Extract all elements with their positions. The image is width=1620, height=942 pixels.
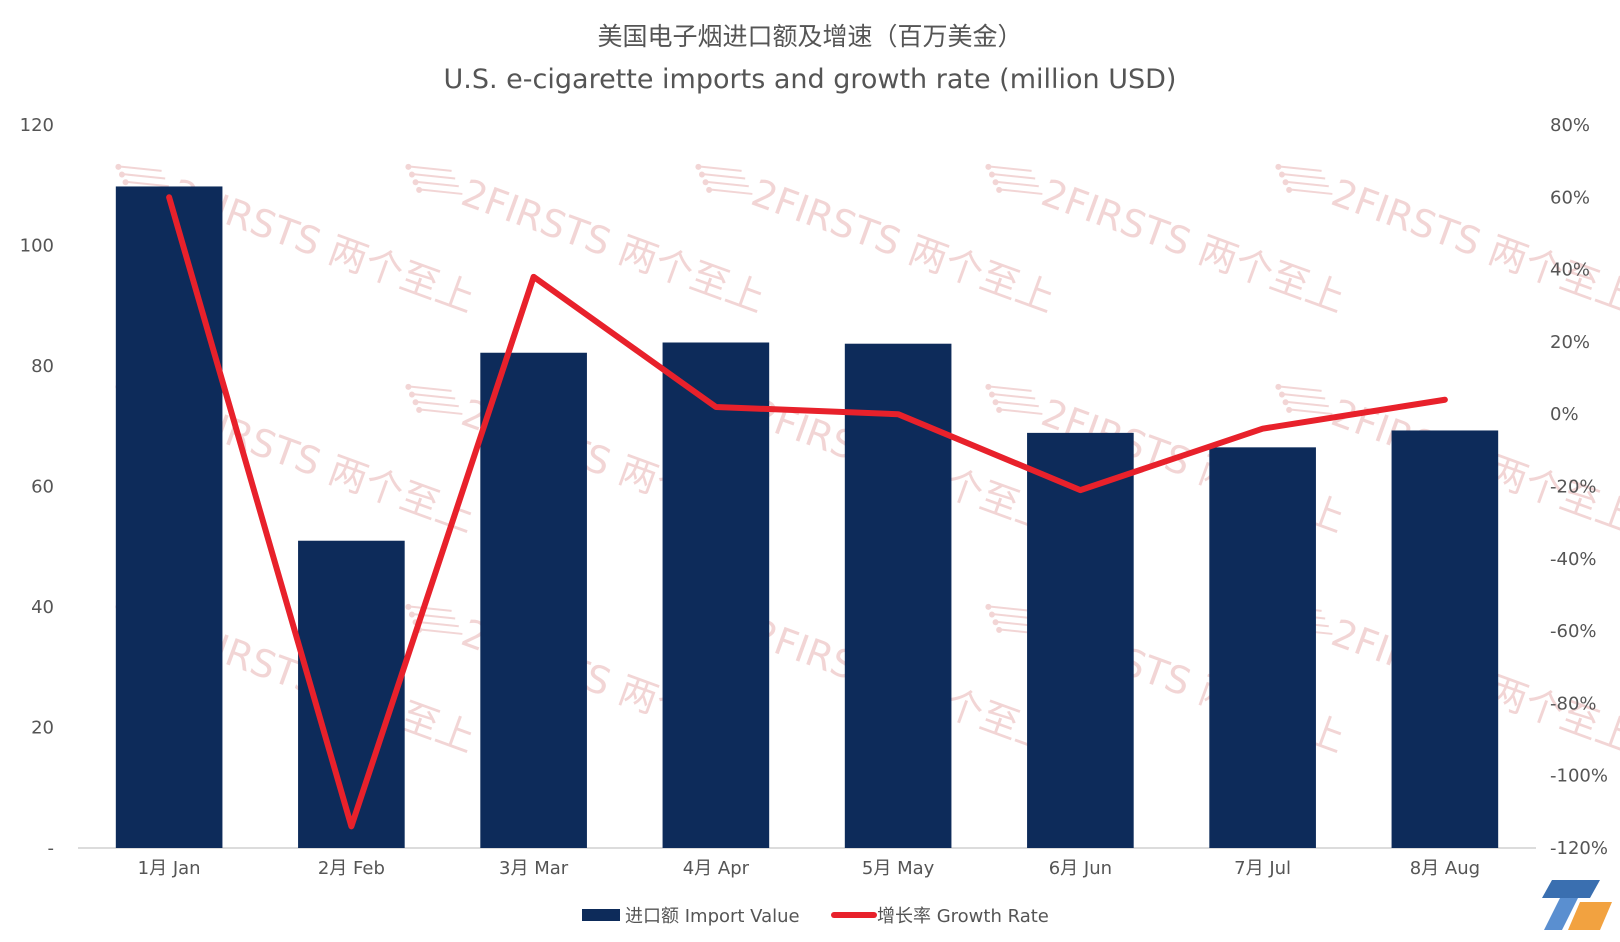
right-tick-label: 0% [1550,404,1579,425]
right-tick-label: -40% [1550,549,1597,570]
left-axis: - 20 40 60 80 100 120 [20,115,54,859]
logo-mark-left [1544,898,1578,930]
chart-title: 美国电子烟进口额及增速（百万美金） [597,22,1022,51]
right-axis: -120% -100% -80% -60% -40% -20% 0% 20% 40% 60% 80% [1550,115,1608,859]
category-label: 8月 Aug [1410,858,1480,879]
legend-growth-label: 增长率 Growth Rate [877,906,1049,927]
category-label: 7月 Jul [1234,858,1291,879]
category-label: 2月 Feb [318,858,385,879]
bar-8 [1391,430,1499,848]
watermark-text: 2FIRSTS 两个至上 [1036,170,1351,321]
left-tick-label: 120 [20,115,54,136]
logo-mark-right [1568,902,1612,930]
line-series [166,194,1448,830]
watermark-text: 2FIRSTS 两个至上 [456,170,771,321]
legend: 进口额 Import Value 增长率 Growth Rate [582,906,1049,927]
category-label: 6月 Jun [1049,858,1112,879]
left-tick-label: 100 [20,236,54,257]
left-tick-label: 60 [31,477,54,498]
left-tick-label: 40 [31,597,54,618]
right-tick-label: -20% [1550,477,1597,498]
category-label: 3月 Mar [499,858,569,879]
category-labels: 1月 Jan 2月 Feb 3月 Mar 4月 Apr 5月 May 6月 Jun 7月 J… [138,858,1480,879]
right-tick-label: -100% [1550,766,1608,787]
brand-logo [1542,880,1612,930]
logo-mark-top [1542,880,1600,898]
right-tick-label: 80% [1550,115,1590,136]
legend-import-label: 进口额 Import Value [625,906,800,927]
right-tick-label: -80% [1550,693,1597,714]
bar-series [115,186,1499,848]
left-tick-label: 80 [31,356,54,377]
left-tick-label: 20 [31,718,54,739]
right-tick-label: -60% [1550,621,1597,642]
legend-swatch-import [582,909,620,921]
category-label: 4月 Apr [683,858,750,879]
category-label: 1月 Jan [138,858,201,879]
right-tick-label: 60% [1550,187,1590,208]
bar-1 [115,186,223,848]
right-tick-label: 40% [1550,260,1590,281]
bar-4 [662,342,770,848]
right-tick-label: -120% [1550,838,1608,859]
bar-3 [480,352,587,848]
left-tick-label: - [48,838,55,859]
growth-rate-line [166,194,1448,830]
right-tick-label: 20% [1550,332,1590,353]
bar-7 [1209,447,1316,848]
watermark-text: 2FIRSTS 两个至上 [746,170,1061,321]
chart-subtitle: U.S. e-cigarette imports and growth rate… [444,64,1177,95]
bar-5 [844,343,952,848]
bar-6 [1027,432,1134,848]
category-label: 5月 May [862,858,935,879]
